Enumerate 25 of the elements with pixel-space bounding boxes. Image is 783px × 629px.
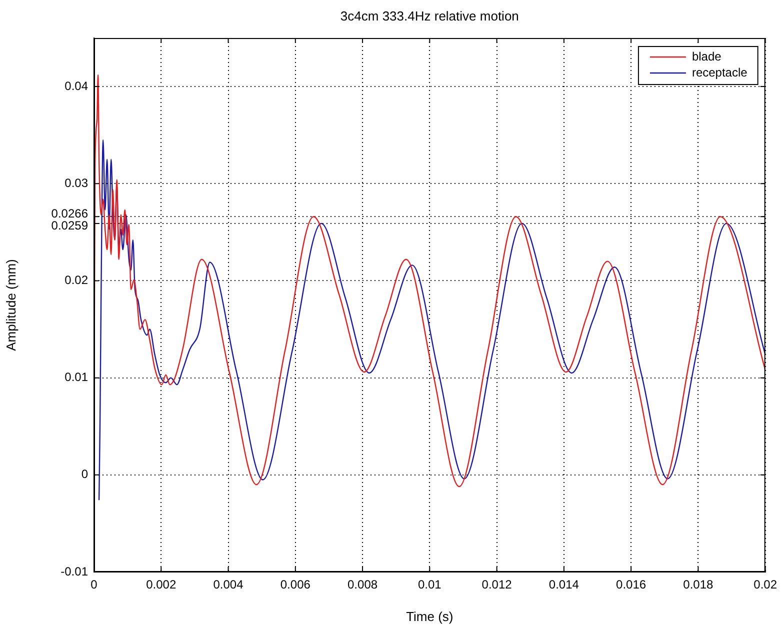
x-tick-label: 0.002 <box>146 578 176 592</box>
legend-label: receptacle <box>692 65 748 80</box>
x-axis-title: Time (s) <box>406 608 454 624</box>
y-tick-label: 0.04 <box>64 78 88 93</box>
x-tick-label: 0.006 <box>280 578 311 592</box>
x-tick-label: 0.01 <box>418 578 442 592</box>
y-tick-label: 0.01 <box>64 370 88 384</box>
chart-title: 3c4cm 333.4Hz relative motion <box>340 8 519 24</box>
x-tick-label: 0.004 <box>213 578 244 592</box>
y-tick-label: 0 <box>81 467 88 482</box>
y-axis-title: Amplitude (mm) <box>3 259 18 351</box>
legend-label: blade <box>692 49 722 64</box>
x-tick-label: 0.012 <box>482 578 512 592</box>
y-tick-label: 0.0266 <box>51 206 88 220</box>
y-tick-label: 0.0259 <box>51 218 88 232</box>
x-tick-label: 0.014 <box>548 578 580 592</box>
x-tick-label: 0.018 <box>683 578 714 592</box>
y-tick-label: 0.03 <box>64 176 88 190</box>
y-tick-label: -0.01 <box>60 564 88 578</box>
line-series <box>98 139 766 501</box>
x-tick-label: 0 <box>90 578 98 592</box>
y-tick-label: 0.02 <box>64 273 88 288</box>
x-tick-label: 0.02 <box>754 578 778 592</box>
x-tick-label: 0.008 <box>348 578 378 592</box>
x-tick-label: 0.016 <box>616 578 646 592</box>
